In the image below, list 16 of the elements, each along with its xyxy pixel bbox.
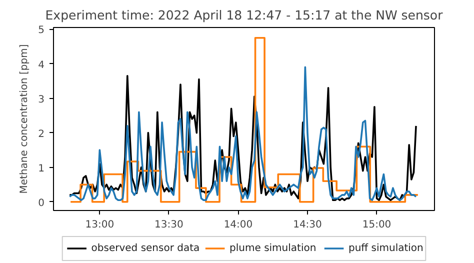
x-tick-label: 13:00 bbox=[85, 220, 114, 230]
y-tick-label: 5 bbox=[38, 25, 45, 36]
y-tick-label: 4 bbox=[38, 60, 45, 71]
y-tick-label: 1 bbox=[38, 163, 45, 174]
legend-label: puff simulation bbox=[348, 243, 424, 254]
x-tick-label: 13:30 bbox=[154, 220, 184, 230]
y-tick-label: 3 bbox=[38, 94, 45, 106]
x-tick-label: 14:00 bbox=[224, 220, 253, 230]
x-tick-label: 14:30 bbox=[293, 220, 322, 230]
y-axis-title: Methane concentration [ppm] bbox=[19, 44, 30, 194]
y-tick-label: 2 bbox=[38, 128, 45, 140]
x-tick-label: 15:00 bbox=[362, 220, 392, 230]
legend-label: observed sensor data bbox=[91, 243, 200, 254]
y-tick-label: 0 bbox=[38, 198, 45, 209]
legend-label: plume simulation bbox=[230, 243, 316, 254]
chart-title: Experiment time: 2022 April 18 12:47 - 15:17 at the NW sensor bbox=[45, 8, 444, 22]
